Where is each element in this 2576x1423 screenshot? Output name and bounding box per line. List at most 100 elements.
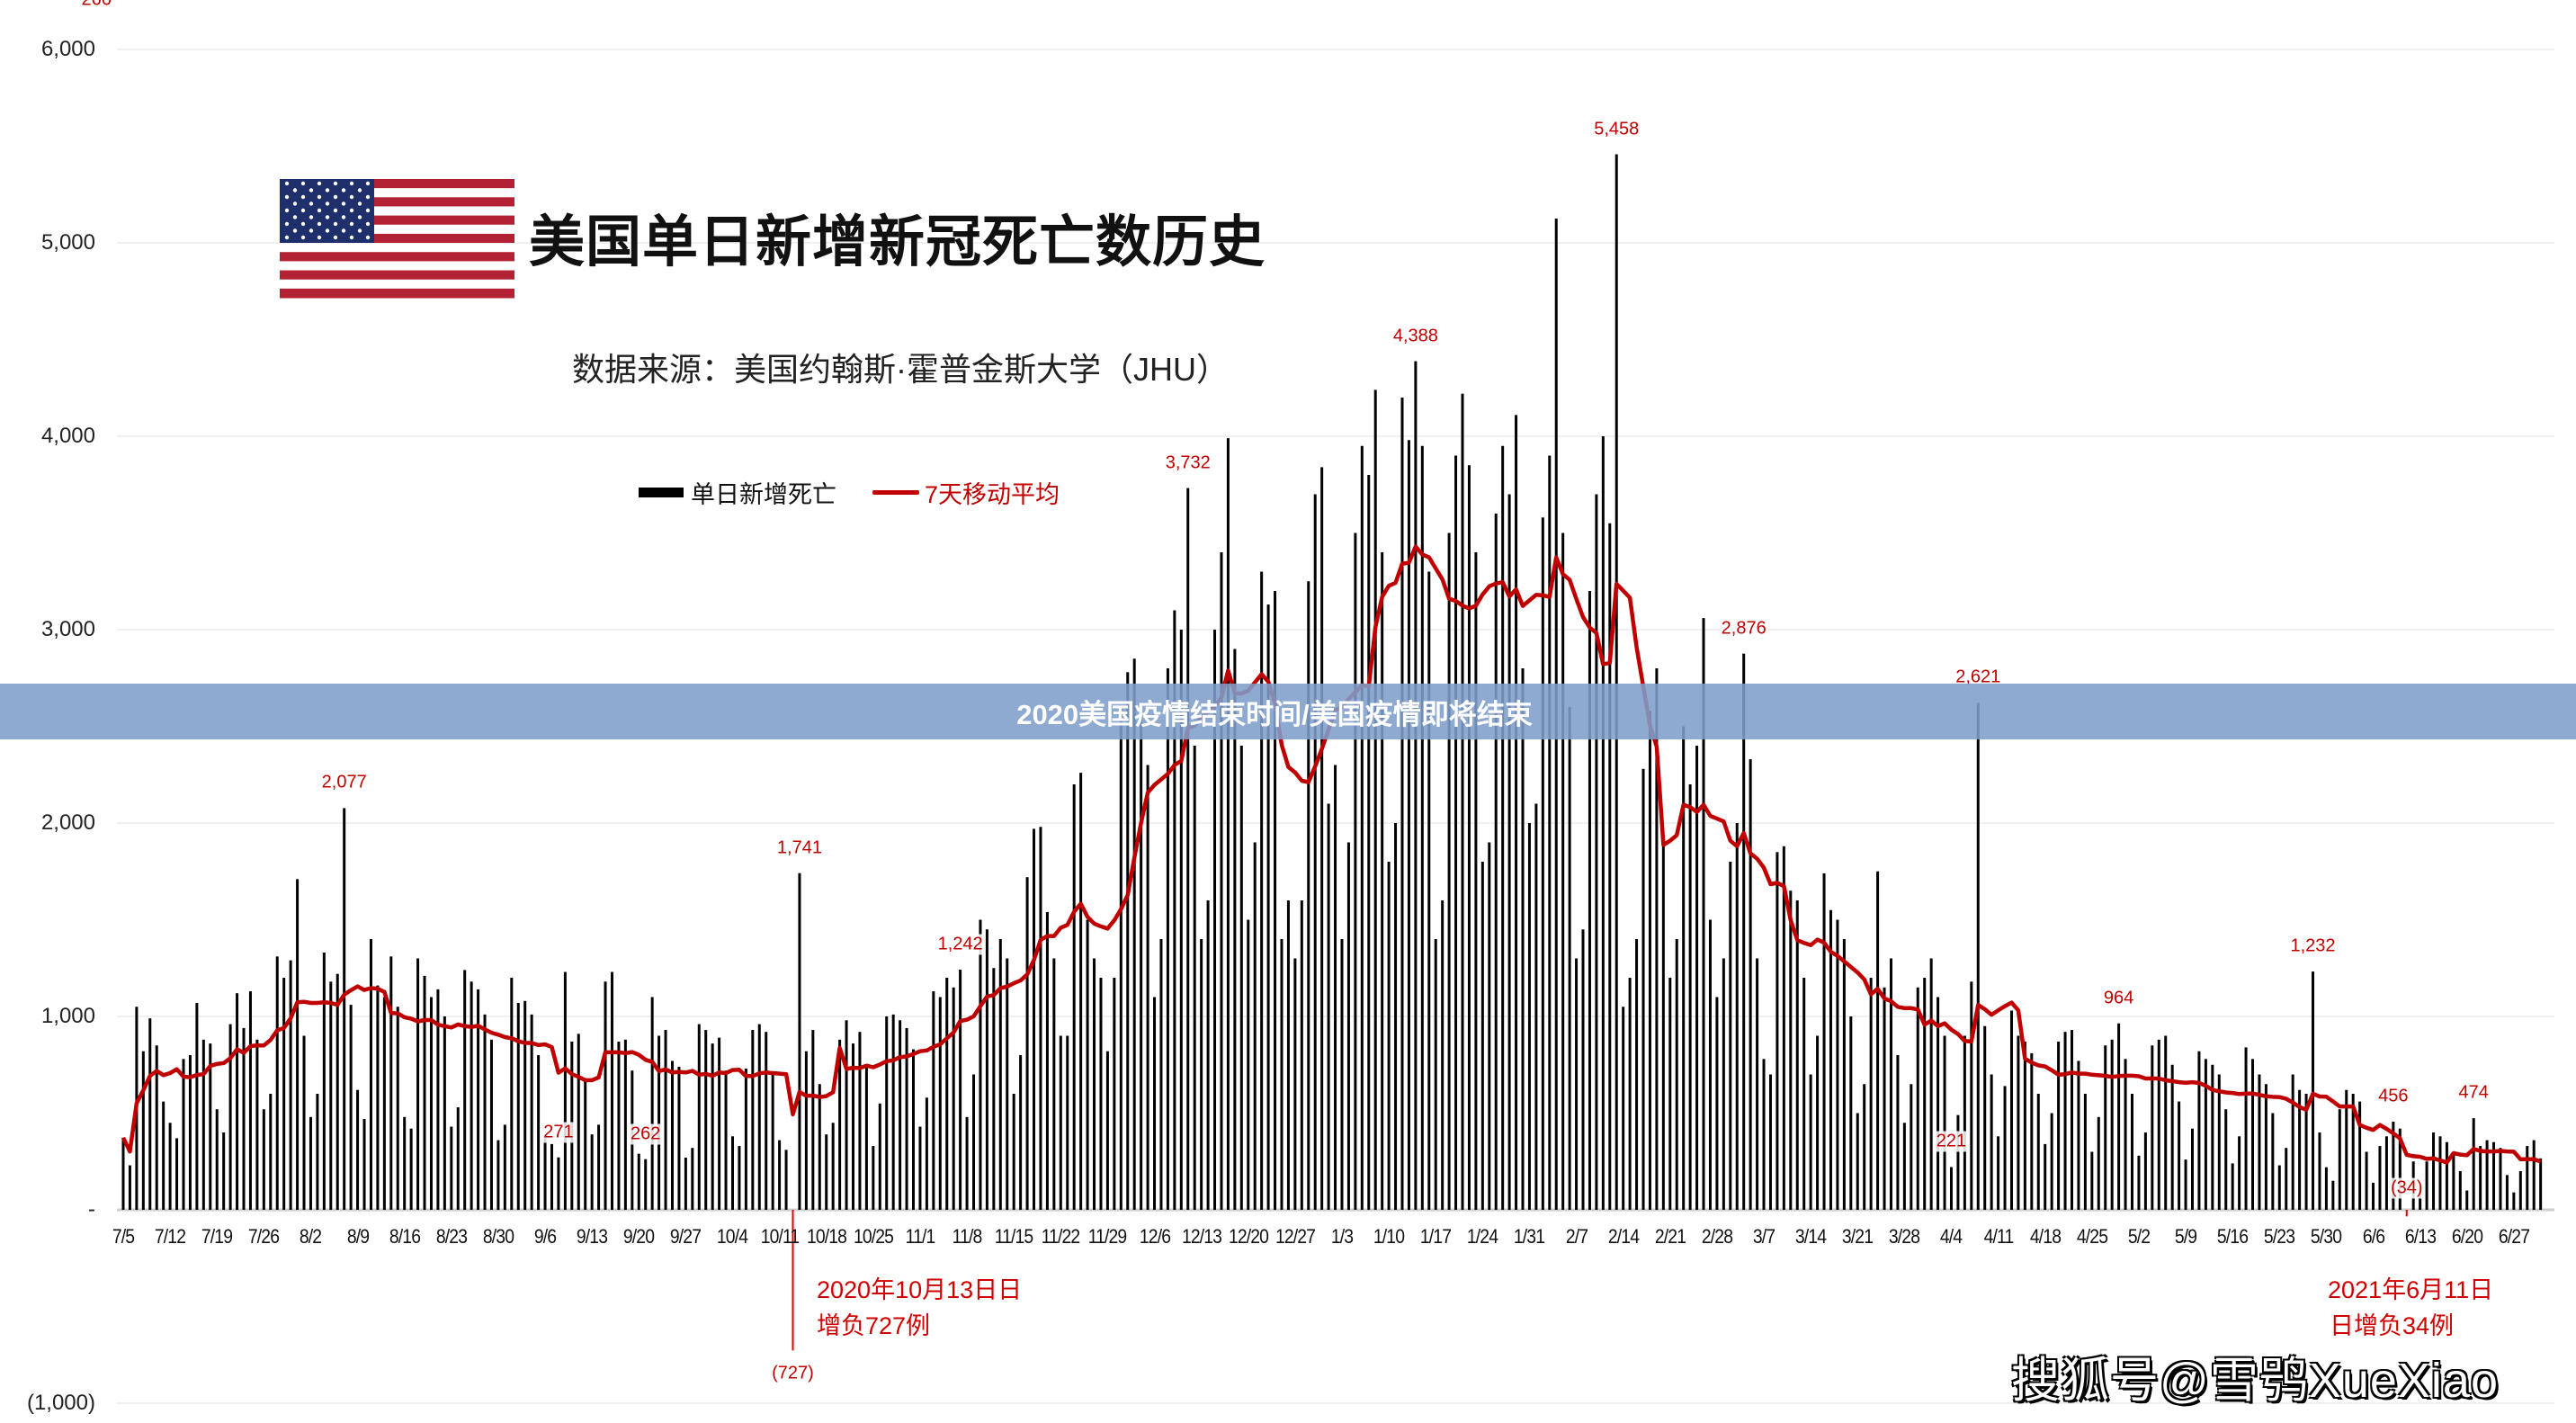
daily-bar xyxy=(2191,1128,2195,1210)
daily-bar xyxy=(1079,773,1083,1210)
x-tick-label: 1/10 xyxy=(1373,1225,1405,1248)
daily-bar xyxy=(1601,436,1605,1210)
daily-bar xyxy=(530,1014,533,1210)
daily-bar xyxy=(2224,1109,2228,1210)
daily-bar xyxy=(1722,958,1725,1210)
daily-bar xyxy=(998,939,1002,1210)
daily-bar xyxy=(403,1116,407,1210)
daily-bar xyxy=(784,1150,788,1210)
y-tick-label: 6,000 xyxy=(40,37,95,61)
daily-bar xyxy=(1274,591,1277,1210)
daily-bar xyxy=(2003,1086,2007,1210)
annotation-label: (34) xyxy=(2388,1177,2425,1199)
daily-bar xyxy=(2345,1089,2348,1210)
daily-bar xyxy=(1427,571,1431,1210)
daily-bar xyxy=(1548,455,1552,1210)
daily-bar xyxy=(429,997,433,1210)
daily-bar xyxy=(1394,823,1398,1210)
x-tick-label: 7/26 xyxy=(248,1225,280,1248)
daily-bar xyxy=(188,1055,192,1210)
daily-bar xyxy=(677,1066,681,1210)
daily-bar xyxy=(1943,1035,1946,1210)
daily-bar xyxy=(1809,1074,1812,1210)
daily-bar xyxy=(1233,649,1237,1210)
y-tick-label: 3,000 xyxy=(40,617,95,641)
daily-bar xyxy=(1581,929,1585,1210)
daily-bar xyxy=(1682,726,1686,1210)
daily-bar xyxy=(148,1018,152,1210)
daily-bar xyxy=(182,1059,185,1210)
daily-bar xyxy=(1461,393,1464,1210)
daily-bar xyxy=(1033,828,1036,1210)
daily-bar xyxy=(322,953,326,1210)
daily-bar xyxy=(1608,523,1612,1210)
daily-bar xyxy=(718,1037,721,1210)
daily-bar xyxy=(1093,958,1096,1210)
daily-bar xyxy=(302,1035,306,1210)
daily-bar xyxy=(1521,668,1525,1210)
daily-bar xyxy=(1916,987,1919,1210)
x-tick-label: 5/2 xyxy=(2127,1225,2151,1248)
x-tick-label: 10/11 xyxy=(760,1225,799,1248)
x-tick-label: 12/13 xyxy=(1181,1225,1222,1248)
note-jun11-line1: 2021年6月11日 xyxy=(2328,1276,2494,1303)
daily-bar xyxy=(2277,1165,2281,1210)
x-tick-label: 9/20 xyxy=(623,1225,655,1248)
x-tick-label: 6/27 xyxy=(2498,1225,2530,1248)
daily-bar xyxy=(1910,1084,1913,1210)
daily-bar xyxy=(610,971,613,1210)
daily-bar xyxy=(691,1148,694,1210)
daily-bar xyxy=(1494,514,1498,1210)
x-tick-label: 11/29 xyxy=(1088,1225,1127,1248)
x-tick-label: 1/17 xyxy=(1420,1225,1452,1248)
x-tick-label: 5/9 xyxy=(2174,1225,2197,1248)
daily-bar xyxy=(543,1134,547,1210)
daily-bar xyxy=(516,1002,520,1210)
daily-bar xyxy=(644,1159,648,1210)
legend-bars-label: 单日新增死亡 xyxy=(691,481,836,508)
daily-bar xyxy=(1313,494,1317,1210)
daily-bar xyxy=(409,1128,413,1210)
x-tick-label: 7/12 xyxy=(155,1225,186,1248)
daily-bar xyxy=(1253,842,1257,1210)
daily-bar xyxy=(1307,581,1310,1210)
daily-bar xyxy=(2338,1109,2341,1210)
daily-bar xyxy=(2030,1052,2034,1210)
daily-bar xyxy=(563,971,567,1210)
daily-bar xyxy=(597,1124,601,1210)
daily-bar xyxy=(1863,1084,1866,1210)
daily-bar xyxy=(623,1039,627,1210)
x-tick-label: 12/6 xyxy=(1139,1225,1170,1248)
x-tick-label: 11/22 xyxy=(1041,1225,1080,1248)
daily-bar xyxy=(2251,1059,2255,1210)
daily-bar xyxy=(1186,488,1190,1210)
daily-bar xyxy=(1146,765,1149,1210)
daily-bar xyxy=(765,1032,768,1210)
x-tick-label: 7/5 xyxy=(112,1225,135,1248)
daily-bar xyxy=(1407,440,1410,1210)
daily-bar xyxy=(952,987,955,1210)
daily-bar xyxy=(2097,1116,2100,1210)
daily-bar xyxy=(1715,997,1719,1210)
daily-bar xyxy=(2036,1094,2040,1210)
daily-bar xyxy=(1346,842,1350,1210)
daily-bar xyxy=(275,956,279,1210)
daily-bar xyxy=(2083,1094,2087,1210)
daily-bar xyxy=(1434,939,1437,1210)
daily-bar xyxy=(590,1134,594,1210)
x-tick-label: 5/23 xyxy=(2264,1225,2295,1248)
x-tick-label: 1/3 xyxy=(1330,1225,1354,1248)
daily-bar xyxy=(242,1027,246,1210)
daily-bar xyxy=(1595,494,1598,1210)
daily-bar xyxy=(1367,475,1371,1210)
daily-bar xyxy=(1480,862,1484,1210)
daily-bar xyxy=(343,808,346,1210)
overlay-banner: 2020美国疫情结束时间/美国疫情即将结束 xyxy=(0,684,2576,739)
daily-bar xyxy=(1675,939,1678,1210)
daily-bar xyxy=(2077,1061,2080,1210)
daily-bar xyxy=(282,978,286,1210)
daily-bar xyxy=(228,1024,232,1210)
daily-bar-negative xyxy=(2405,1210,2408,1217)
daily-bar xyxy=(2110,1039,2114,1210)
